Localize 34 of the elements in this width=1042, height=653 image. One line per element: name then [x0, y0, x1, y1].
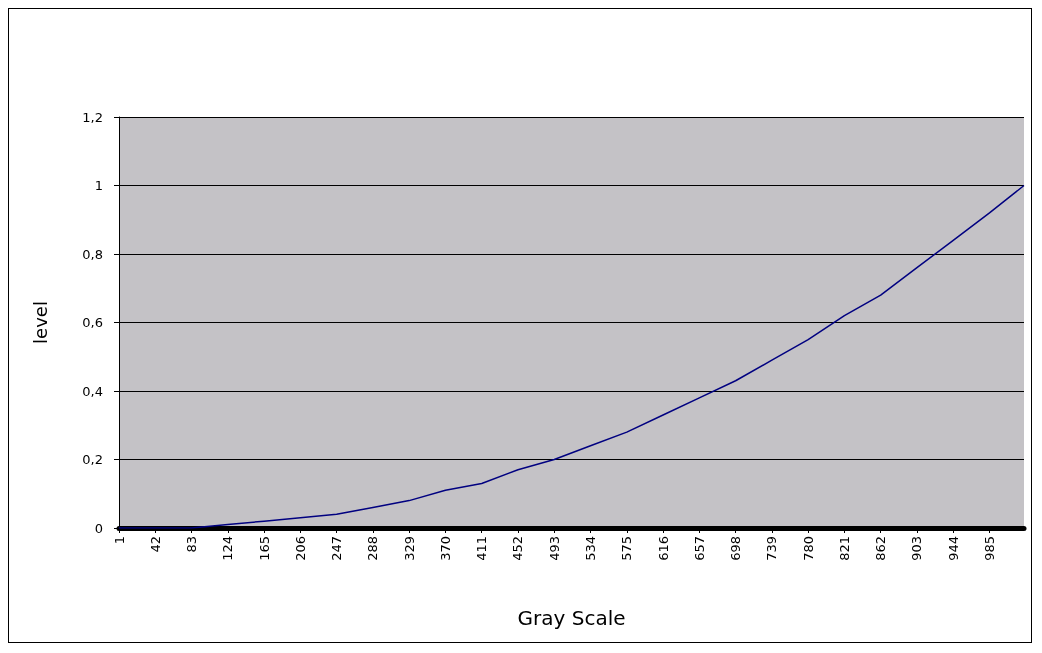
- x-tick-label: 124: [220, 536, 236, 561]
- x-tick-label: 657: [691, 536, 707, 561]
- x-tick-label: 862: [873, 536, 889, 561]
- x-tick-label: 165: [256, 536, 272, 561]
- x-tick-label: 206: [292, 536, 308, 561]
- x-tick-label: 821: [836, 536, 852, 561]
- x-tick-label: 739: [764, 536, 780, 561]
- x-axis-title: Gray Scale: [517, 606, 626, 630]
- x-tick-label: 493: [546, 536, 562, 561]
- x-tick-label: 83: [184, 536, 200, 553]
- y-tick-label: 1: [94, 178, 103, 193]
- y-tick-label: 0: [94, 520, 103, 536]
- x-tick-label: 370: [437, 536, 453, 561]
- x-tick-label: 247: [329, 536, 345, 561]
- y-tick-label: 0,8: [82, 246, 103, 262]
- x-tick-label: 616: [655, 536, 671, 561]
- x-tick-label: 1: [111, 536, 127, 545]
- y-tick-label: 1,2: [82, 109, 103, 125]
- x-tick-label: 575: [619, 536, 635, 561]
- x-tick-label: 329: [401, 536, 417, 561]
- x-tick-label: 944: [945, 536, 961, 561]
- x-tick-label: 985: [982, 536, 997, 561]
- x-tick-label: 780: [800, 536, 816, 561]
- x-tick-label: 452: [510, 536, 526, 561]
- x-tick-label: 288: [365, 536, 381, 561]
- y-axis-title: level: [29, 301, 51, 344]
- x-tick-label: 903: [909, 536, 925, 561]
- x-tick-label: 698: [728, 536, 744, 561]
- x-tick-label: 411: [474, 536, 490, 561]
- y-tick-label: 0,6: [82, 315, 103, 330]
- y-tick-label: 0,4: [82, 383, 103, 399]
- x-tick-label: 534: [583, 536, 599, 561]
- x-tick-label: 42: [147, 536, 163, 553]
- y-tick-label: 0,2: [82, 452, 103, 467]
